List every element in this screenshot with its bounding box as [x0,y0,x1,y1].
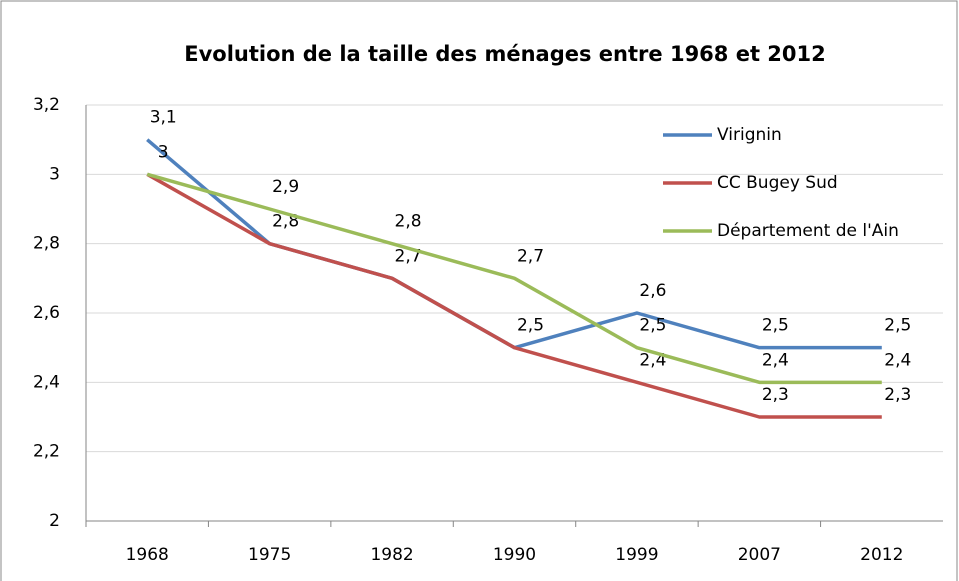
y-tick-label: 2,8 [33,234,60,254]
data-label: 2,8 [395,212,422,232]
y-tick-label: 3 [49,164,60,184]
data-label: 2,4 [884,350,911,370]
x-tick-label: 1999 [615,545,658,565]
x-tick-label: 2007 [738,545,781,565]
legend-label: CC Bugey Sud [717,173,838,193]
data-label: 2,5 [639,316,666,336]
data-label: 2,5 [762,316,789,336]
x-tick-label: 1968 [126,545,169,565]
x-tick-label: 1975 [248,545,291,565]
data-label: 2,6 [639,281,666,301]
data-label: 2,3 [762,385,789,405]
data-label: 2,4 [762,350,789,370]
x-tick-label: 1990 [493,545,536,565]
y-tick-label: 2 [49,511,60,531]
data-label: 2,7 [517,246,544,266]
series-line [146,172,882,419]
data-label: 3 [158,142,169,162]
data-label: 2,5 [884,316,911,336]
x-tick-label: 1982 [370,545,413,565]
x-tick-label: 2012 [860,545,903,565]
y-tick-label: 2,6 [33,303,60,323]
legend-label: Virignin [717,125,782,145]
data-label: 3,1 [150,108,177,128]
series-line [146,172,882,385]
y-tick-label: 3,2 [33,95,60,115]
chart-title: Evolution de la taille des ménages entre… [184,42,826,66]
data-label: 2,9 [272,177,299,197]
data-label: 2,5 [517,316,544,336]
legend-label: Département de l'Ain [717,221,899,241]
y-tick-label: 2,2 [33,442,60,462]
y-tick-label: 2,4 [33,372,60,392]
data-label: 2,3 [884,385,911,405]
